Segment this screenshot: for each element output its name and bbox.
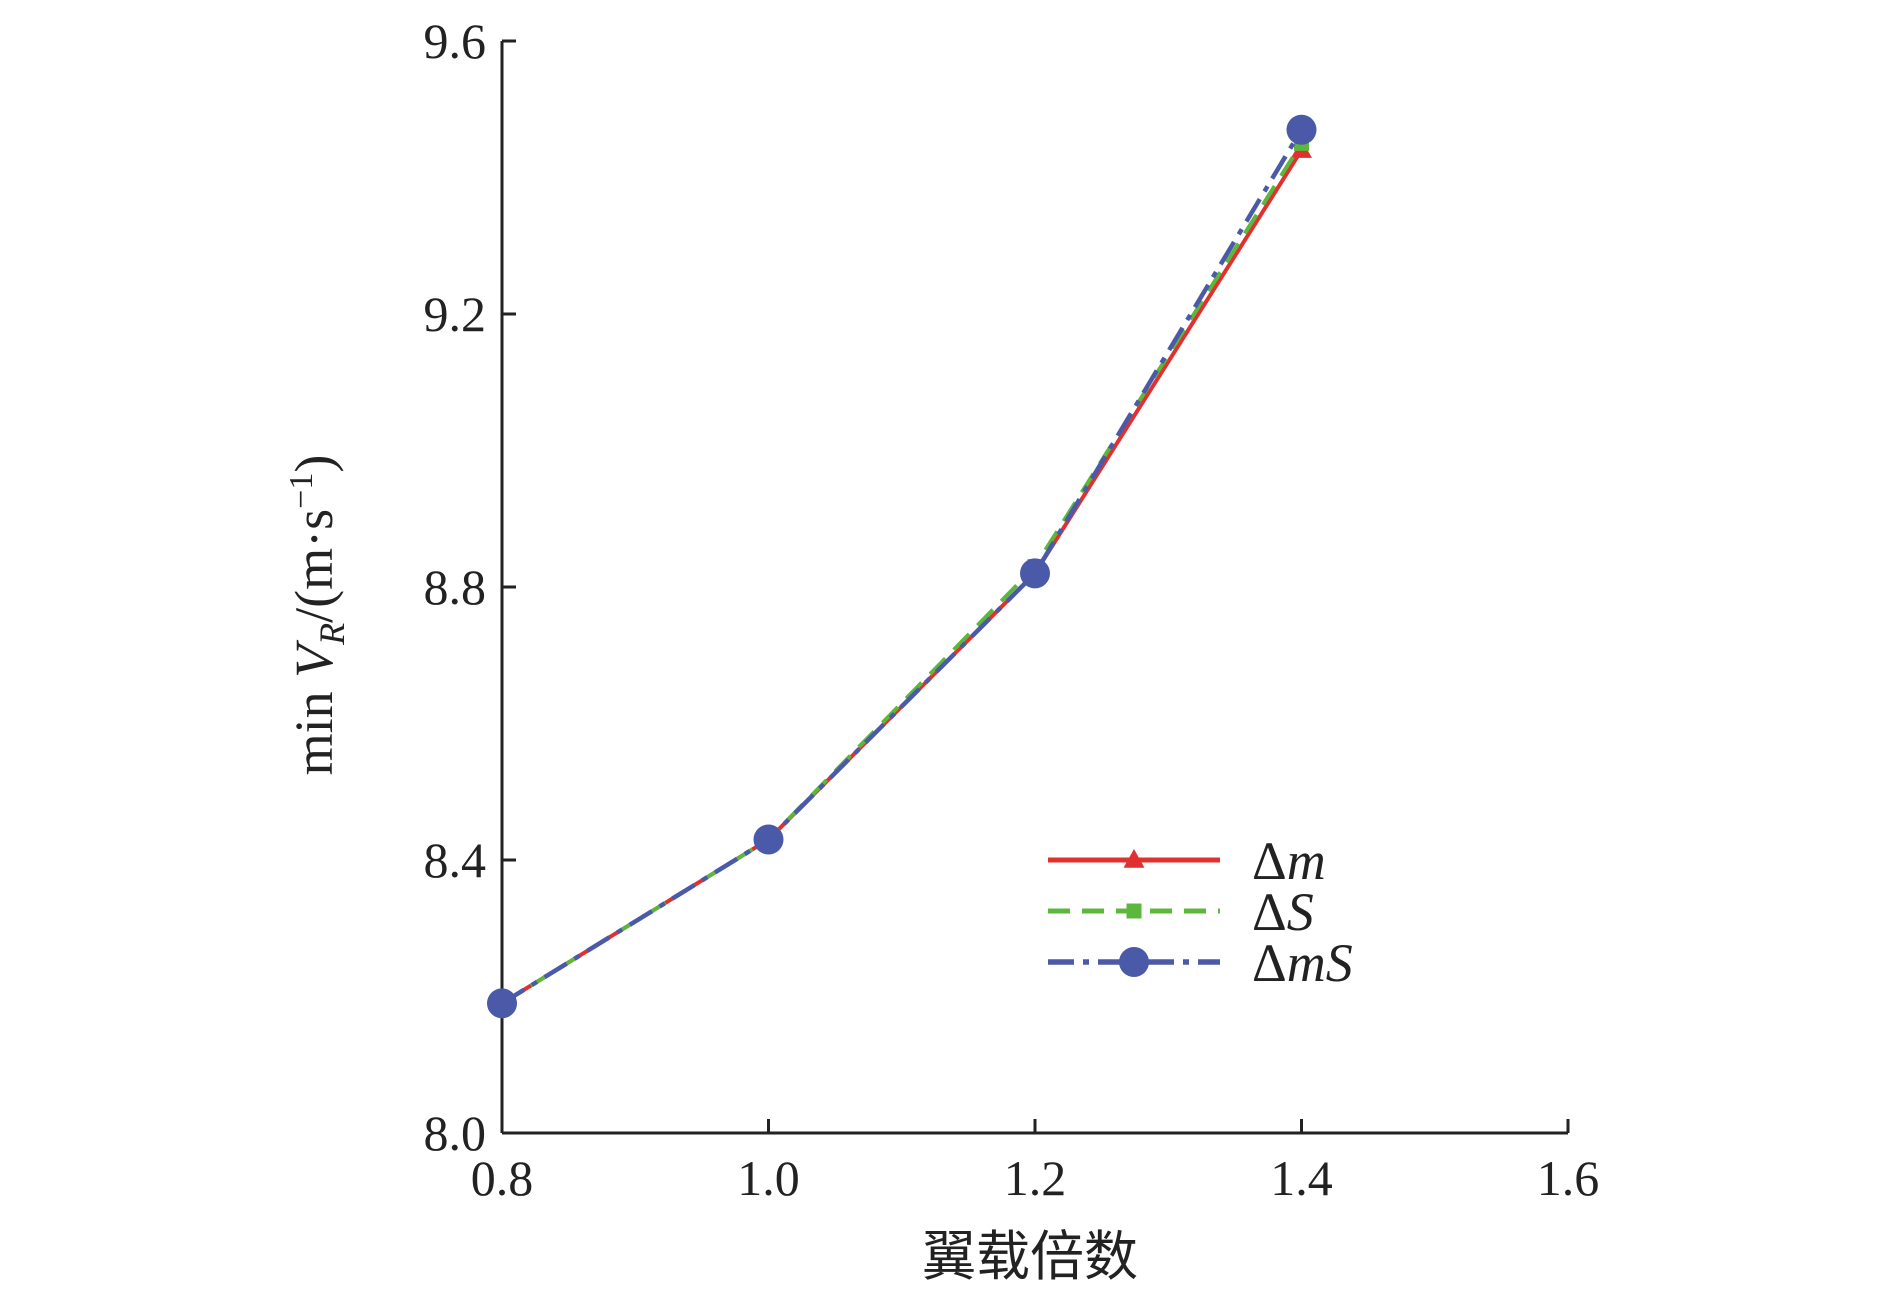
data-point xyxy=(1286,114,1317,145)
series-layer xyxy=(487,114,1317,1019)
x-tick-label: 1.0 xyxy=(737,1150,800,1206)
axes: 8.0 8.4 8.8 9.2 9.6 0.8 1.0 1.2 1.4 1.6 xyxy=(424,13,1600,1206)
y-axis-title-var: V xyxy=(284,639,344,678)
legend-item-3: ΔmS xyxy=(1048,933,1353,993)
data-point xyxy=(487,988,517,1019)
y-axis-title-sup: −1 xyxy=(283,473,320,509)
y-tick-label: 8.0 xyxy=(424,1105,487,1161)
legend-label-var: mS xyxy=(1287,933,1353,993)
y-tick-label: 8.8 xyxy=(424,559,487,615)
x-tick-label: 1.2 xyxy=(1004,1150,1067,1206)
y-tick-label: 9.2 xyxy=(424,286,487,342)
series-line xyxy=(500,149,1304,1006)
series-line xyxy=(500,128,1304,1006)
legend-label-delta: Δ xyxy=(1252,831,1287,891)
legend-marker xyxy=(1123,849,1145,868)
x-axis-title: 翼载倍数 xyxy=(922,1227,1138,1287)
series-2 xyxy=(494,135,1309,1011)
legend-marker xyxy=(1126,903,1142,919)
y-axis-title-sub: R xyxy=(312,623,352,646)
data-point xyxy=(1020,558,1050,589)
legend-label: ΔmS xyxy=(1252,933,1353,993)
x-tick-label: 0.8 xyxy=(471,1150,534,1206)
series-line xyxy=(500,142,1304,1006)
legend-label-delta: Δ xyxy=(1252,933,1287,993)
y-axis-title: min VR/(m·s−1) xyxy=(283,455,352,776)
legend-label-var: m xyxy=(1287,831,1326,891)
x-tick-label: 1.4 xyxy=(1270,1150,1333,1206)
y-axis-title-unit-close: ) xyxy=(284,455,344,473)
y-axis-title-unit-open: /(m·s xyxy=(284,509,344,623)
legend-marker xyxy=(1119,947,1149,977)
legend-item-2: ΔS xyxy=(1048,882,1314,942)
legend-label-delta: Δ xyxy=(1252,882,1287,942)
x-tick-label: 1.6 xyxy=(1537,1150,1600,1206)
legend-label: ΔS xyxy=(1252,882,1314,942)
y-axis-title-prefix: min xyxy=(284,678,344,776)
legend-label: Δm xyxy=(1252,831,1326,891)
series-1 xyxy=(491,139,1312,1012)
y-tick-label: 8.4 xyxy=(424,832,487,888)
legend-label-var: S xyxy=(1287,882,1314,942)
legend-item-1: Δm xyxy=(1048,831,1326,891)
data-point xyxy=(753,824,784,855)
series-3 xyxy=(487,114,1317,1019)
y-tick-label: 9.6 xyxy=(424,13,487,69)
